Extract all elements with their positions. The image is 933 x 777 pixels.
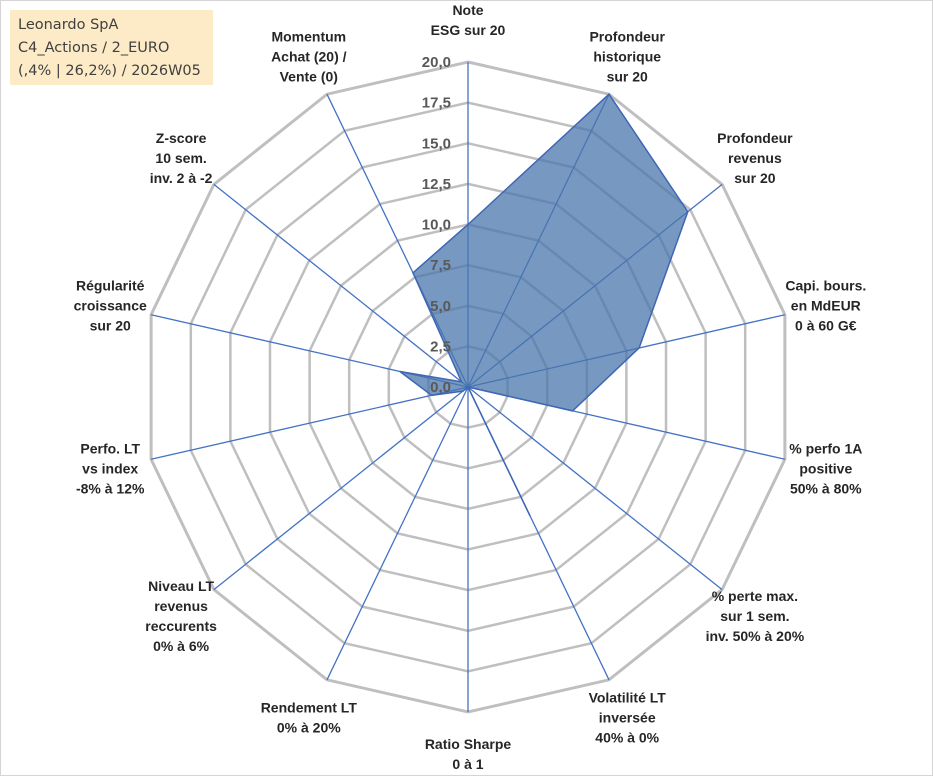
axis-label-line: 0% à 20%	[277, 720, 341, 736]
title-line-category: C4_Actions / 2_EURO	[18, 40, 170, 56]
axis-label-12: Z-score 10 sem. inv. 2 à -2	[150, 130, 213, 186]
axis-label-line: 50% à 80%	[790, 481, 862, 497]
axis-label-7: Ratio Sharpe 0 à 1	[425, 736, 512, 772]
axis-label-line: vs index	[82, 461, 138, 477]
axis-label-text-1: Profondeur historique sur 20	[589, 28, 665, 84]
axis-label-text-13: Momentum Achat (20) / Vente (0)	[271, 28, 347, 84]
tick-label-2: 5,0	[430, 298, 451, 315]
axis-label-line: Volatilité LT	[589, 690, 667, 706]
spoke-10	[150, 386, 469, 460]
axis-label-5: % perte max. sur 1 sem. inv. 50% à 20%	[706, 588, 805, 644]
axis-label-line: Perfo. LT	[80, 441, 140, 457]
axis-label-line: revenus	[728, 150, 782, 166]
axis-label-line: 0 à 1	[452, 756, 483, 772]
axis-label-11: Régularité croissance sur 20	[74, 277, 147, 333]
spoke-9	[213, 386, 469, 591]
axis-label-text-11: Régularité croissance sur 20	[74, 277, 147, 333]
axis-label-line: Vente (0)	[280, 68, 338, 84]
axis-label-line: inv. 2 à -2	[150, 170, 213, 186]
axis-label-line: reccurents	[145, 618, 217, 634]
axis-label-text-7: Ratio Sharpe 0 à 1	[425, 736, 512, 772]
axis-label-line: sur 20	[607, 68, 648, 84]
spoke-8	[326, 386, 469, 681]
axis-labels: Note ESG sur 20 Profondeur historique sur 20…	[74, 2, 867, 772]
axis-label-line: inv. 50% à 20%	[706, 628, 805, 644]
axis-label-text-5: % perte max. sur 1 sem. inv. 50% à 20%	[706, 588, 805, 644]
axis-label-line: inversée	[599, 710, 656, 726]
axis-label-line: revenus	[154, 598, 208, 614]
axis-label-line: Rendement LT	[261, 700, 358, 716]
axis-label-line: Achat (20) /	[271, 48, 347, 64]
spoke-12	[213, 183, 469, 388]
axis-label-line: en MdEUR	[791, 297, 861, 313]
axis-label-line: ESG sur 20	[431, 22, 506, 38]
axis-label-line: Profondeur	[589, 28, 665, 44]
tick-label-6: 15,0	[422, 135, 451, 152]
axis-label-line: 0% à 6%	[153, 638, 210, 654]
axis-label-line: Note	[452, 2, 483, 18]
axis-label-text-6: Volatilité LT inversée 40% à 0%	[589, 690, 667, 746]
axis-label-10: Perfo. LT vs index -8% à 12%	[76, 441, 145, 497]
tick-label-3: 7,5	[430, 257, 451, 274]
title-line-period: (,4% | 26,2%) / 2026W05	[18, 63, 201, 79]
axis-label-line: sur 1 sem.	[720, 608, 789, 624]
axis-label-text-10: Perfo. LT vs index -8% à 12%	[76, 441, 145, 497]
axis-label-line: historique	[593, 48, 661, 64]
axis-label-line: % perte max.	[712, 588, 798, 604]
axis-label-text-9: Niveau LT revenus reccurents 0% à 6%	[145, 578, 217, 654]
axis-label-9: Niveau LT revenus reccurents 0% à 6%	[145, 578, 217, 654]
axis-label-text-8: Rendement LT 0% à 20%	[261, 700, 358, 736]
axis-label-line: Ratio Sharpe	[425, 736, 512, 752]
title-line-company: Leonardo SpA	[18, 17, 119, 33]
axis-label-text-3: Capi. bours. en MdEUR 0 à 60 G€	[785, 277, 866, 333]
axis-label-text-12: Z-score 10 sem. inv. 2 à -2	[150, 130, 213, 186]
spoke-5	[467, 386, 723, 591]
axis-label-line: sur 20	[90, 317, 131, 333]
axis-label-line: 0 à 60 G€	[795, 317, 857, 333]
axis-label-line: Z-score	[156, 130, 207, 146]
axis-label-text-0: Note ESG sur 20	[431, 2, 506, 38]
tick-label-4: 10,0	[422, 217, 451, 234]
axis-label-line: 10 sem.	[155, 150, 206, 166]
tick-label-8: 20,0	[422, 54, 451, 71]
axis-label-4: % perfo 1A positive 50% à 80%	[789, 441, 862, 497]
axis-label-line: 40% à 0%	[595, 730, 659, 746]
axis-label-line: sur 20	[734, 170, 775, 186]
axis-label-line: Capi. bours.	[785, 277, 866, 293]
axis-label-line: Niveau LT	[148, 578, 214, 594]
series-area	[399, 93, 689, 517]
axis-label-line: Momentum	[271, 28, 346, 44]
axis-label-line: Profondeur	[717, 130, 793, 146]
axis-label-line: % perfo 1A	[789, 441, 862, 457]
axis-label-text-2: Profondeur revenus sur 20	[717, 130, 793, 186]
axis-label-line: croissance	[74, 297, 147, 313]
axis-label-2: Profondeur revenus sur 20	[717, 130, 793, 186]
chart-title-box: Leonardo SpA C4_Actions / 2_EURO (,4% | …	[10, 10, 213, 85]
axis-label-text-4: % perfo 1A positive 50% à 80%	[789, 441, 862, 497]
axis-label-0: Note ESG sur 20	[431, 2, 506, 38]
axis-label-6: Volatilité LT inversée 40% à 0%	[589, 690, 667, 746]
axis-label-line: -8% à 12%	[76, 481, 145, 497]
axis-label-line: positive	[799, 461, 852, 477]
axis-label-1: Profondeur historique sur 20	[589, 28, 665, 84]
axis-label-3: Capi. bours. en MdEUR 0 à 60 G€	[785, 277, 866, 333]
axis-label-line: Régularité	[76, 277, 145, 293]
axis-label-13: Momentum Achat (20) / Vente (0)	[271, 28, 347, 84]
axis-label-8: Rendement LT 0% à 20%	[261, 700, 358, 736]
tick-label-5: 12,5	[422, 176, 451, 193]
radial-tick-labels: 0,0 2,5 5,0 7,5 10,0 12,5 15,0 17,5 20,0	[422, 54, 451, 396]
tick-label-1: 2,5	[430, 338, 451, 355]
tick-label-0: 0,0	[430, 379, 451, 396]
radar-series	[399, 93, 689, 517]
tick-label-7: 17,5	[422, 95, 451, 112]
